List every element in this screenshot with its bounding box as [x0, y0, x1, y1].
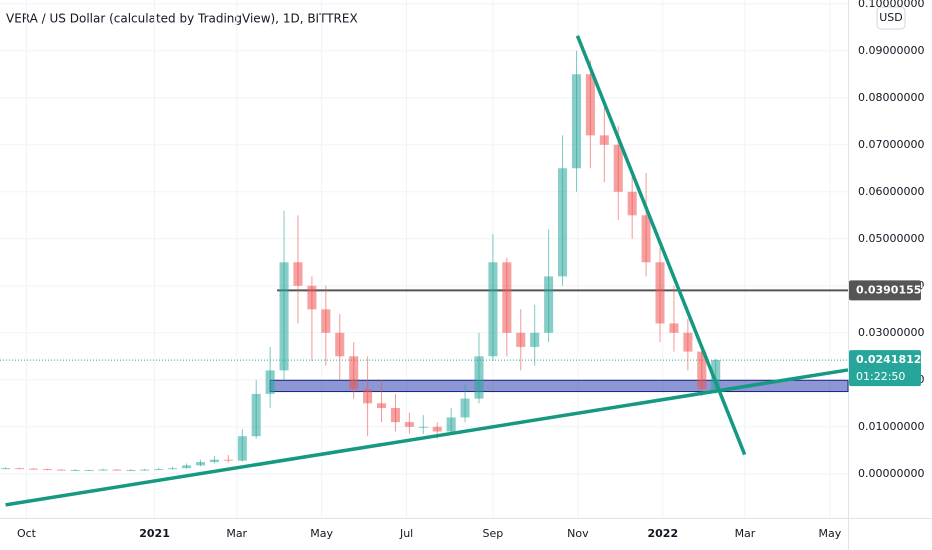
y-tick-label: 0.01000000: [858, 420, 924, 433]
candle-body: [502, 262, 512, 333]
candle-body: [377, 403, 387, 409]
price-label: 0.03901556: [856, 283, 929, 296]
y-tick-label: 0.00000000: [858, 467, 924, 480]
y-tick-label: 0.09000000: [858, 44, 924, 57]
candle-body: [544, 276, 554, 333]
candle-body: [627, 191, 637, 216]
candle-body: [209, 459, 219, 463]
candle-body: [585, 74, 595, 136]
last-price-box: [849, 350, 921, 387]
x-tick-label: May: [310, 527, 333, 540]
trendline: [5, 368, 849, 507]
currency-button[interactable]: [876, 6, 906, 30]
y-tick-label: 0.06000000: [858, 185, 924, 198]
candle-body: [488, 262, 498, 357]
x-tick-label: May: [819, 527, 842, 540]
candle-body: [307, 285, 317, 310]
candle-body: [98, 469, 108, 471]
candle-body: [56, 469, 66, 471]
candle-body: [599, 135, 609, 145]
candle-body: [669, 323, 679, 333]
candle-body: [390, 408, 400, 423]
candle-body: [154, 469, 164, 471]
price-label-box: [849, 280, 921, 301]
x-tick-label: Oct: [17, 527, 37, 540]
x-tick-label: Mar: [226, 527, 247, 540]
candle-body: [126, 470, 136, 472]
candle-body: [404, 422, 414, 427]
plot-area: [0, 0, 849, 518]
candle-body: [363, 389, 373, 404]
candle-body: [418, 426, 428, 428]
x-tick-label: Nov: [567, 527, 589, 540]
candle-body: [683, 332, 693, 352]
last-price-label: 0.02418122: [856, 353, 929, 366]
candle-body: [14, 468, 25, 470]
trendline: [575, 35, 747, 456]
candle-body: [613, 144, 623, 192]
candle-body: [251, 393, 261, 437]
candle-body: [446, 417, 456, 432]
x-tick-label: 2022: [647, 527, 678, 540]
chart-title: VERA / US Dollar (calculated by TradingV…: [6, 12, 358, 26]
candle-body: [474, 356, 484, 399]
candle-body: [223, 459, 233, 461]
y-tick-label: 0.07000000: [858, 138, 924, 151]
candle-body: [460, 398, 470, 418]
candle-body: [168, 468, 178, 470]
candle-body: [112, 469, 122, 471]
candle-body: [432, 426, 442, 432]
candle-body: [70, 470, 80, 472]
candle-body: [349, 356, 359, 390]
y-tick-label: 0.08000000: [858, 91, 924, 104]
x-tick-label: Jul: [399, 527, 413, 540]
countdown: 01:22:50: [856, 370, 905, 383]
candle-body: [335, 332, 345, 357]
candle-body: [140, 469, 150, 471]
candle-body: [516, 332, 526, 347]
x-tick-label: Mar: [735, 527, 756, 540]
candle-body: [655, 262, 665, 324]
x-tick-label: 2021: [139, 527, 170, 540]
candle-body: [697, 351, 707, 390]
candle-body: [195, 462, 206, 466]
candle-body: [237, 436, 247, 461]
candle-body: [42, 469, 52, 471]
candle-body: [641, 215, 651, 263]
candle-body: [182, 465, 192, 469]
y-tick-label: 0.05000000: [858, 232, 924, 245]
candle-body: [293, 262, 303, 286]
currency-label: USD: [879, 11, 903, 24]
candle-body: [1, 468, 11, 470]
candle-body: [265, 370, 275, 394]
candle-body: [28, 468, 38, 470]
candle-body: [558, 168, 568, 277]
y-tick-label: 0.03000000: [858, 326, 924, 339]
candle-body: [84, 470, 94, 472]
candle-body: [530, 332, 540, 347]
candle-body: [711, 360, 721, 390]
candle-body: [571, 74, 581, 169]
y-tick-label: 0.10000000: [858, 0, 924, 10]
candle-body: [321, 309, 331, 333]
candle-body: [279, 262, 289, 371]
x-tick-label: Sep: [483, 527, 504, 540]
